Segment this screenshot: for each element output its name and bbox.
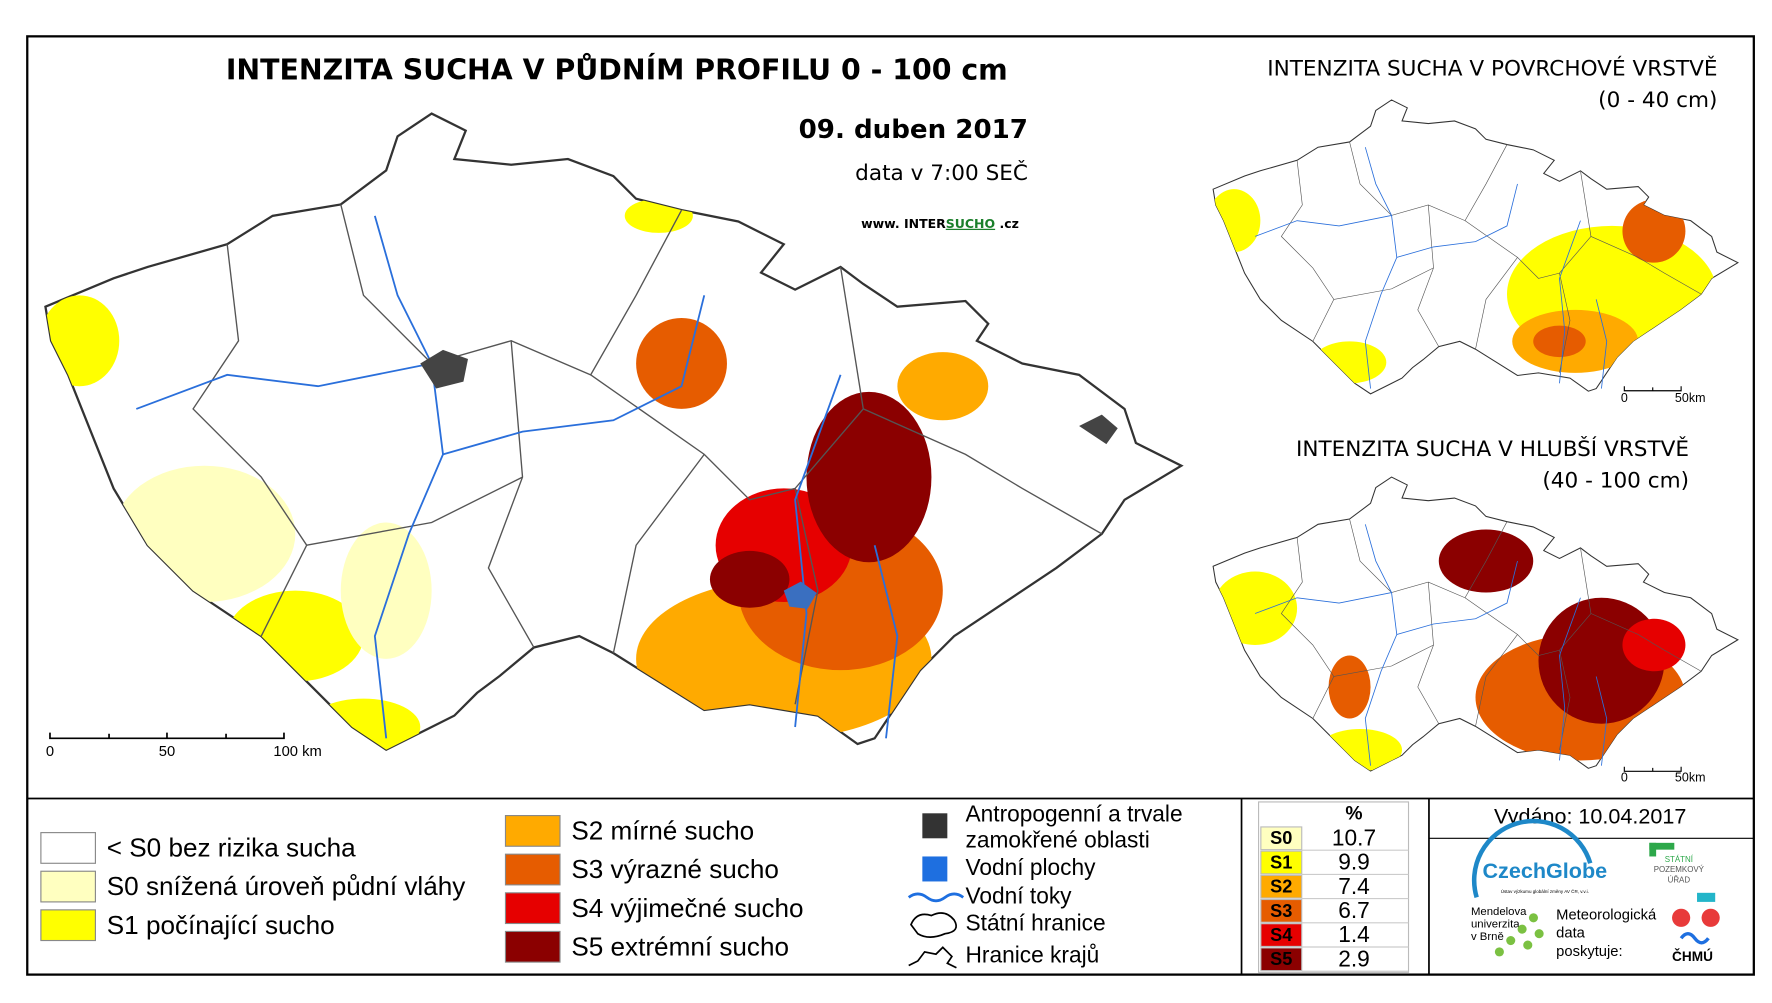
drought-area: [636, 318, 727, 409]
main-time: data v 7:00 SEČ: [855, 160, 1028, 186]
scale-label: 0: [1621, 391, 1628, 405]
legend-label: S5 extrémní sucho: [571, 931, 789, 961]
table-class-cell: [1260, 826, 1303, 851]
logo-spu: ÚŘAD: [1668, 875, 1691, 884]
logo-chmu-note: data: [1556, 926, 1586, 942]
legend-swatch: [504, 815, 561, 847]
legend-swatch: [504, 892, 561, 925]
logo-mendelu: univerzita: [1471, 919, 1520, 931]
logo-mendelu: Mendelova: [1471, 906, 1527, 918]
table-class: S1: [1270, 852, 1292, 872]
table-value: 2.9: [1338, 945, 1370, 971]
brno: [783, 581, 817, 609]
table-value: 1.4: [1338, 921, 1370, 947]
inset-scale-bar: [1623, 766, 1682, 772]
feature-label: Hranice krajů: [966, 941, 1100, 967]
legend-label: S1 počínající sucho: [107, 910, 335, 940]
legend-label: S3 výrazné sucho: [571, 854, 779, 884]
drought-area: [1328, 655, 1371, 719]
feature-label: Státní hranice: [966, 910, 1106, 936]
drought-area: [1533, 325, 1586, 358]
table-class-cell: [1260, 850, 1303, 875]
table-class: S4: [1270, 925, 1292, 945]
scale-label: 50: [159, 744, 175, 760]
inset-scale-bar: [1623, 386, 1682, 392]
website-part: .cz: [995, 215, 1019, 230]
legend-swatch: [40, 832, 96, 864]
issued-date: Vydáno: 10.04.2017: [1494, 804, 1686, 829]
prague: [420, 349, 468, 389]
drought-area: [897, 352, 989, 421]
inset-deep-map: [1212, 476, 1739, 772]
inset-subtitle: (0 - 40 cm): [1598, 88, 1717, 113]
legend-label: S0 snížená úroveň půdní vláhy: [107, 871, 466, 901]
table-class: S0: [1270, 828, 1292, 848]
website-part: SUCHO: [946, 215, 995, 230]
table-class: S3: [1270, 901, 1292, 921]
legend-swatch: [40, 870, 96, 903]
feature-label: Vodní toky: [966, 882, 1073, 908]
logo-chmu-note: Meteorologická: [1556, 907, 1657, 923]
table-value: 9.9: [1338, 849, 1370, 875]
legend-label: < S0 bez rizika sucha: [107, 833, 356, 863]
inset-title: INTENZITA SUCHA V POVRCHOVÉ VRSTVĚ: [1267, 55, 1717, 81]
logos: CzechGlobe Ústav výzkumu globální změny …: [1471, 818, 1720, 964]
legend: < S0 bez rizika sucha S0 snížená úroveň p…: [40, 801, 1183, 967]
drought-area: [340, 522, 432, 659]
table-header: %: [1345, 804, 1362, 825]
table-frame: [1258, 801, 1410, 973]
legend-label: S4 výjimečné sucho: [571, 893, 803, 923]
table-class-cell: [1260, 947, 1303, 972]
scale-label: 50km: [1675, 391, 1706, 405]
logo-spu: POZEMKOVÝ: [1654, 865, 1705, 874]
main-title: INTENZITA SUCHA V PŮDNÍM PROFILU 0 - 100…: [226, 53, 1008, 87]
feature-icons: [907, 813, 965, 969]
drought-area: [806, 391, 932, 563]
logo-mendelu: v Brně: [1471, 931, 1504, 943]
table-class: S2: [1270, 877, 1292, 897]
legend-swatch: [504, 853, 561, 886]
table-value: 6.7: [1338, 897, 1370, 923]
inset-subtitle: (40 - 100 cm): [1542, 469, 1689, 494]
logo-chmu: ČHMÚ: [1672, 949, 1713, 964]
feature-label: zamokřené oblasti: [966, 827, 1150, 853]
website-part: www. INTER: [861, 215, 946, 230]
feature-label: Vodní plochy: [966, 854, 1097, 880]
scale-label: 0: [1621, 770, 1628, 784]
scale-label: 0: [46, 744, 54, 760]
table-class: S5: [1270, 949, 1292, 969]
table-value: 10.7: [1332, 824, 1376, 850]
drought-area: [709, 550, 790, 608]
main-map: [44, 112, 1183, 751]
logo-czechglobe-sub: Ústav výzkumu globální změny AV ČR, v.v.…: [1501, 888, 1589, 894]
logo-chmu-note: poskytuje:: [1556, 944, 1622, 960]
table-class-cell: [1260, 923, 1303, 948]
logo-spu: STÁTNÍ: [1665, 855, 1694, 864]
legend-swatch: [40, 909, 96, 942]
logo-czechglobe: CzechGlobe: [1482, 858, 1607, 883]
table-value: 7.4: [1338, 873, 1370, 899]
website: www. INTERSUCHO .cz: [861, 215, 1019, 230]
stats-table: % S0 10.7 S1 9.9 S2 7.4 S3 6.7 S4 1.4 S5 2.9: [1258, 801, 1410, 973]
main-scale-bar: [49, 732, 285, 740]
main-date: 09. duben 2017: [799, 115, 1028, 145]
table-class-cell: [1260, 874, 1303, 899]
inset-title: INTENZITA SUCHA V HLUBŠÍ VRSTVĚ: [1296, 436, 1689, 462]
scale-label: 50km: [1675, 770, 1706, 784]
legend-swatch: [504, 930, 561, 963]
legend-label: S2 mírné sucho: [571, 816, 754, 846]
table-class-cell: [1260, 898, 1303, 923]
scale-label: 100 km: [273, 744, 321, 760]
drought-area: [1622, 618, 1686, 672]
ostrava: [1079, 414, 1118, 445]
feature-label: Antropogenní a trvale: [966, 801, 1183, 827]
